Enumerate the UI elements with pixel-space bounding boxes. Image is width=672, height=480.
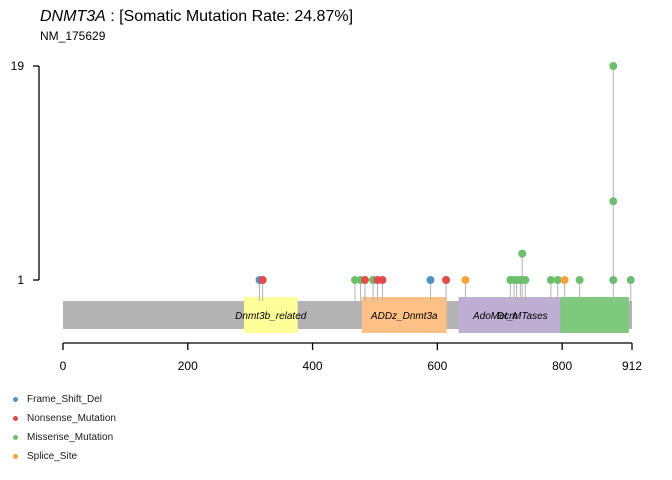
domain-box [560, 297, 629, 333]
domain-label: Dcm [497, 311, 518, 322]
y-tick-label: 1 [17, 273, 24, 287]
x-tick-label: 800 [552, 359, 572, 373]
legend-swatch [13, 435, 18, 440]
mutation-point [378, 275, 387, 284]
domain-label: AdoMet_MTases [472, 311, 548, 322]
mutation-point [360, 275, 369, 284]
legend-label: Splice_Site [27, 451, 78, 462]
mutation-point [461, 275, 470, 284]
x-tick-label: 0 [60, 359, 67, 373]
legend-item: Splice_Site [13, 447, 116, 466]
mutation-point [575, 275, 584, 284]
x-tick-label: 200 [178, 359, 198, 373]
mutation-point [442, 275, 451, 284]
legend-label: Nonsense_Mutation [27, 413, 116, 424]
mutation-point [258, 275, 267, 284]
domain-box [458, 297, 563, 333]
gene-name: DNMT3A [40, 8, 106, 25]
legend-item: Nonsense_Mutation [13, 409, 116, 428]
domain-label: ADDz_Dnmt3a [370, 311, 438, 322]
legend-label: Frame_Shift_Del [27, 394, 103, 405]
legend-swatch [13, 454, 18, 459]
legend-item: Frame_Shift_Del [13, 390, 116, 409]
mutation-point [609, 62, 618, 71]
domain-box [361, 297, 447, 333]
domain-box [243, 297, 298, 333]
mutation-point [426, 275, 435, 284]
mutation-point [609, 197, 618, 206]
mutation-point [521, 275, 530, 284]
domain-label: Dnmt3b_related [235, 311, 307, 322]
x-tick-label: 912 [622, 359, 642, 373]
x-tick-label: 400 [303, 359, 323, 373]
y-tick-label: 19 [11, 59, 25, 73]
transcript-id: NM_175629 [40, 29, 106, 43]
mutation-point [609, 275, 618, 284]
mutation-point [626, 275, 635, 284]
legend-swatch [13, 397, 18, 402]
x-tick-label: 600 [427, 359, 447, 373]
legend: Frame_Shift_Del Nonsense_Mutation Missense… [13, 390, 116, 466]
mutation-point [560, 275, 569, 284]
legend-item: Missense_Mutation [13, 428, 116, 447]
mutation-point [546, 275, 555, 284]
mutation-point [553, 275, 562, 284]
legend-swatch [13, 416, 18, 421]
mutation-rate-text: : [Somatic Mutation Rate: 24.87%] [110, 8, 354, 25]
legend-label: Missense_Mutation [27, 432, 114, 443]
chart-title: DNMT3A : [Somatic Mutation Rate: 24.87%] [40, 8, 353, 26]
mutation-point [518, 249, 527, 258]
